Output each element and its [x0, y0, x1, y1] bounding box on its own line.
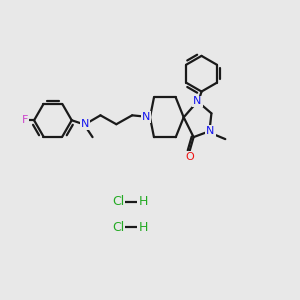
Text: O: O [185, 152, 194, 162]
Text: H: H [138, 195, 148, 208]
Text: Cl: Cl [112, 195, 124, 208]
Text: N: N [194, 97, 202, 106]
Text: N: N [142, 112, 150, 122]
Text: H: H [138, 221, 148, 234]
Text: Cl: Cl [112, 221, 124, 234]
Text: N: N [80, 119, 89, 129]
Text: N: N [206, 126, 214, 136]
Text: F: F [22, 115, 28, 125]
